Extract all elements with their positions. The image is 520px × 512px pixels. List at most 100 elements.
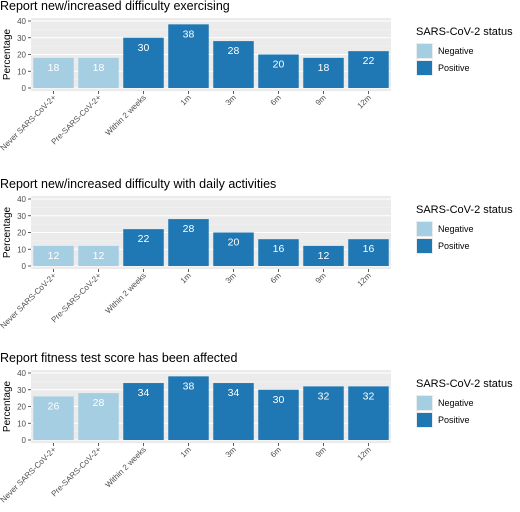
x-tick-label: 6m	[269, 271, 283, 285]
legend-key-swatch	[417, 222, 432, 236]
x-tick-label: Never SARS-CoV-2+	[0, 445, 58, 505]
y-tick-label: 10	[17, 67, 26, 76]
chart-panel-1: Report new/increased difficulty exercisi…	[0, 0, 513, 152]
x-tick-label: 3m	[224, 271, 238, 285]
data-label: 28	[183, 223, 195, 235]
data-label: 12	[93, 250, 105, 262]
data-label: 18	[318, 62, 330, 74]
bar	[303, 245, 344, 266]
x-tick-label: 1m	[179, 445, 193, 459]
chart-title: Report new/increased difficulty exercisi…	[0, 0, 230, 13]
x-tick-label: Pre-SARS-CoV-2+	[50, 93, 104, 147]
data-label: 26	[48, 400, 60, 412]
x-tick-label: 3m	[224, 445, 238, 459]
data-label: 18	[48, 62, 60, 74]
y-tick-label: 30	[17, 34, 26, 43]
x-tick-label: 6m	[269, 445, 283, 459]
y-tick-label: 0	[22, 436, 27, 445]
legend-title: SARS-CoV-2 status	[416, 26, 513, 38]
bar	[78, 245, 119, 266]
data-label: 12	[318, 250, 330, 262]
legend-key-swatch	[417, 396, 432, 410]
data-label: 32	[318, 390, 330, 402]
bar	[33, 396, 74, 440]
bar	[168, 376, 209, 440]
data-label: 22	[138, 233, 150, 245]
legend-entry-label: Positive	[438, 241, 470, 251]
bar	[348, 386, 389, 440]
x-tick-label: 12m	[356, 93, 374, 111]
legend: SARS-CoV-2 status Negative Positive	[416, 378, 513, 428]
chart-title: Report new/increased difficulty with dai…	[0, 177, 276, 191]
data-label: 30	[138, 42, 150, 54]
bar	[348, 239, 389, 266]
bar	[78, 57, 119, 88]
bar	[303, 386, 344, 440]
x-tick-label: Never SARS-CoV-2+	[0, 93, 58, 153]
y-tick-label: 40	[17, 369, 26, 378]
bar	[33, 57, 74, 88]
bar	[348, 51, 389, 88]
legend-entry-label: Negative	[438, 224, 474, 234]
legend: SARS-CoV-2 status Negative Positive	[416, 26, 513, 76]
legend-entry-label: Negative	[438, 398, 474, 408]
data-label: 20	[228, 237, 240, 249]
y-axis-label: Percentage	[2, 206, 13, 258]
x-tick-label: 9m	[314, 271, 328, 285]
y-axis-label: Percentage	[2, 380, 13, 432]
y-tick-label: 10	[17, 419, 26, 428]
bar	[303, 57, 344, 88]
data-label: 28	[93, 397, 105, 409]
x-tick-label: Pre-SARS-CoV-2+	[50, 445, 104, 499]
data-label: 34	[138, 387, 150, 399]
legend-key-swatch	[417, 44, 432, 58]
bar	[258, 239, 299, 266]
y-tick-label: 40	[17, 195, 26, 204]
bar	[213, 41, 254, 88]
bar	[168, 219, 209, 266]
y-tick-label: 30	[17, 386, 26, 395]
legend-key-swatch	[417, 239, 432, 253]
legend: SARS-CoV-2 status Negative Positive	[416, 204, 513, 254]
bar	[123, 37, 164, 88]
bar	[33, 245, 74, 266]
legend-title: SARS-CoV-2 status	[416, 378, 513, 390]
x-tick-label: 9m	[314, 93, 328, 107]
legend-key-swatch	[417, 413, 432, 427]
x-tick-label: Within 2 weeks	[104, 271, 148, 315]
data-label: 16	[363, 243, 375, 255]
data-label: 32	[363, 390, 375, 402]
data-label: 16	[273, 243, 285, 255]
chart-panel-2: Report new/increased difficulty with dai…	[0, 177, 513, 330]
data-label: 20	[273, 59, 285, 71]
data-label: 34	[228, 387, 240, 399]
x-tick-label: Pre-SARS-CoV-2+	[50, 271, 104, 325]
y-axis-label: Percentage	[2, 28, 13, 80]
bar	[168, 24, 209, 89]
data-label: 38	[183, 28, 195, 40]
x-tick-label: Within 2 weeks	[104, 445, 148, 489]
x-tick-label: 12m	[356, 271, 374, 289]
x-tick-label: 1m	[179, 271, 193, 285]
bar	[258, 54, 299, 88]
data-label: 22	[363, 55, 375, 67]
x-tick-label: 9m	[314, 445, 328, 459]
legend-entry-label: Positive	[438, 63, 470, 73]
y-tick-label: 0	[22, 84, 27, 93]
x-tick-label: 3m	[224, 93, 238, 107]
data-label: 28	[228, 45, 240, 57]
y-tick-label: 0	[22, 262, 27, 271]
legend-key-swatch	[417, 61, 432, 75]
legend-entry-label: Negative	[438, 46, 474, 56]
chart-panel-3: Report fitness test score has been affec…	[0, 351, 513, 504]
bar	[213, 232, 254, 266]
bar	[213, 383, 254, 440]
bar	[123, 229, 164, 266]
x-tick-label: 6m	[269, 93, 283, 107]
x-tick-label: 12m	[356, 445, 374, 463]
data-label: 38	[183, 380, 195, 392]
bar	[78, 393, 119, 440]
legend-title: SARS-CoV-2 status	[416, 204, 513, 216]
legend-entry-label: Positive	[438, 415, 470, 425]
